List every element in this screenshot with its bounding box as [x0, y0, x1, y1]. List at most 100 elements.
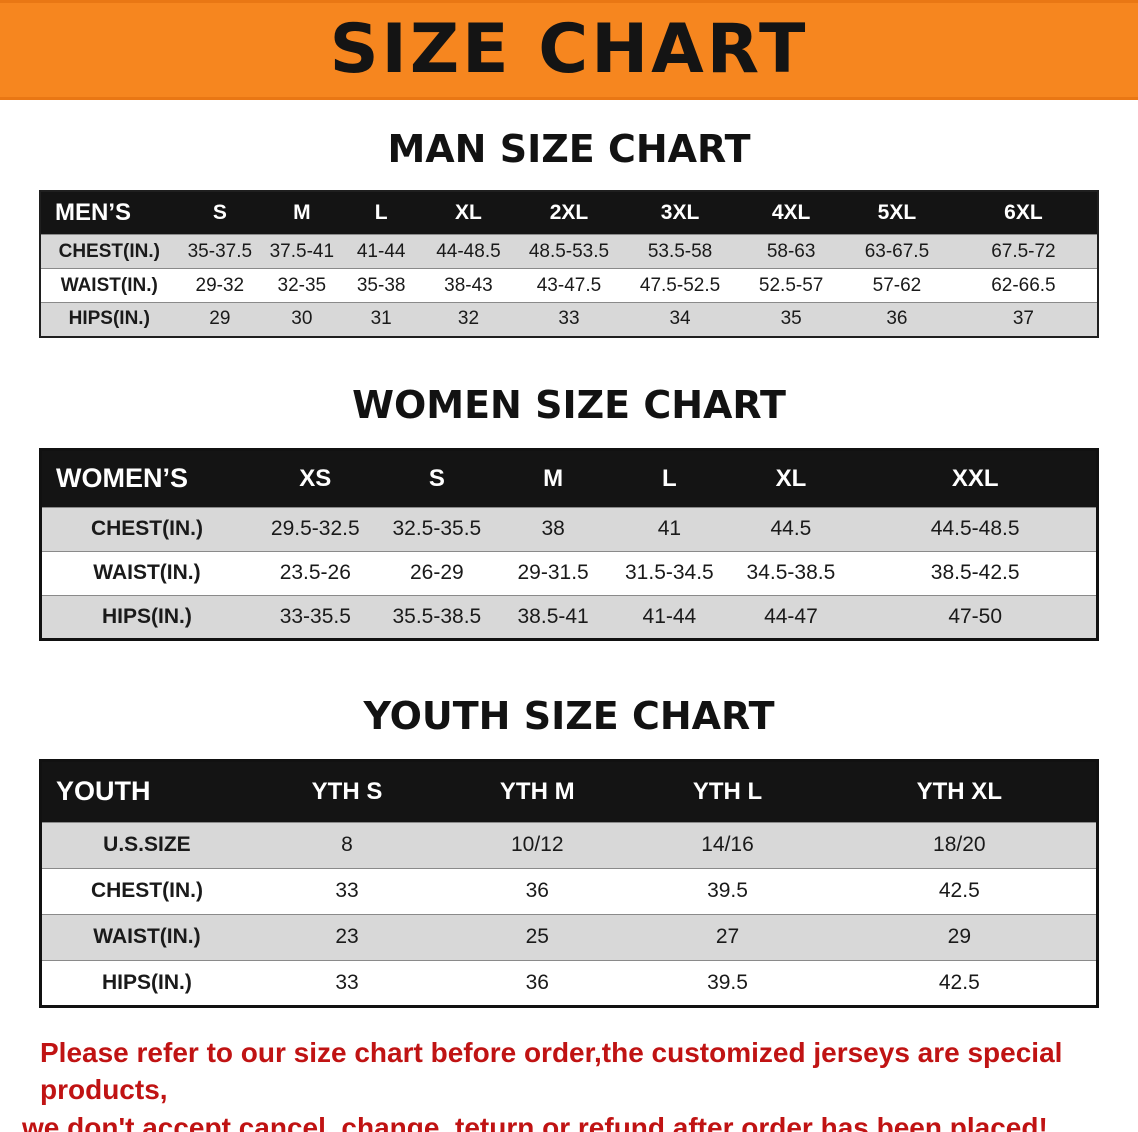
size-value-cell: 44-48.5 — [420, 234, 517, 269]
size-value-cell: 34 — [621, 302, 739, 337]
size-value-cell: 41-44 — [341, 234, 421, 269]
table-row: HIPS(IN.) 33 36 39.5 42.5 — [40, 959, 1098, 1006]
size-value-cell: 44.5 — [727, 506, 855, 551]
size-value-cell: 29-31.5 — [494, 550, 612, 595]
youth-header-row: YOUTH YTH S YTH M YTH L YTH XL — [40, 760, 1098, 822]
size-value-cell: 31.5-34.5 — [611, 550, 728, 595]
men-size-table: MEN’S S M L XL 2XL 3XL 4XL 5XL 6XL CHEST(IN.) 35-3… — [39, 190, 1099, 338]
size-column-header: 5XL — [844, 191, 950, 235]
size-value-cell: 31 — [341, 302, 421, 337]
size-value-cell: 44.5-48.5 — [854, 506, 1098, 551]
size-value-cell: 26-29 — [378, 550, 495, 595]
size-value-cell: 39.5 — [632, 959, 823, 1006]
size-column-header: 4XL — [738, 191, 845, 235]
size-value-cell: 38 — [494, 506, 612, 551]
size-value-cell: 35 — [738, 302, 845, 337]
size-value-cell: 32.5-35.5 — [378, 506, 495, 551]
men-section-heading: MAN SIZE CHART — [387, 127, 751, 171]
size-value-cell: 63-67.5 — [844, 234, 950, 269]
row-label: WAIST(IN.) — [40, 268, 178, 303]
footer-note-line-1: Please refer to our size chart before or… — [40, 1036, 1063, 1106]
row-label: HIPS(IN.) — [40, 302, 178, 337]
table-row: WAIST(IN.) 23.5-26 26-29 29-31.5 31.5-34.5 34… — [40, 550, 1098, 595]
size-value-cell: 34.5-38.5 — [727, 550, 855, 595]
page-title: SIZE CHART — [329, 10, 809, 89]
row-label: CHEST(IN.) — [40, 234, 178, 269]
size-value-cell: 53.5-58 — [621, 234, 739, 269]
men-header-row: MEN’S S M L XL 2XL 3XL 4XL 5XL 6XL — [40, 191, 1098, 235]
size-value-cell: 29.5-32.5 — [251, 506, 379, 551]
size-value-cell: 33 — [516, 302, 622, 337]
table-row: WAIST(IN.) 23 25 27 29 — [40, 913, 1098, 960]
size-value-cell: 47.5-52.5 — [621, 268, 739, 303]
size-value-cell: 35-38 — [341, 268, 421, 303]
size-value-cell: 35.5-38.5 — [378, 594, 495, 639]
footer-note: Please refer to our size chart before or… — [0, 1034, 1138, 1132]
size-value-cell: 8 — [251, 821, 443, 868]
size-value-cell: 18/20 — [822, 821, 1098, 868]
size-value-cell: 47-50 — [854, 594, 1098, 639]
size-value-cell: 32-35 — [262, 268, 342, 303]
size-value-cell: 57-62 — [844, 268, 950, 303]
youth-size-table: YOUTH YTH S YTH M YTH L YTH XL U.S.SIZE 8 10/1… — [39, 758, 1099, 1008]
size-value-cell: 29 — [822, 913, 1098, 960]
size-value-cell: 41 — [611, 506, 728, 551]
size-value-cell: 36 — [844, 302, 950, 337]
size-value-cell: 42.5 — [822, 959, 1098, 1006]
row-label: WAIST(IN.) — [40, 550, 252, 595]
women-header-row: WOMEN’S XS S M L XL XXL — [40, 449, 1098, 507]
table-row: CHEST(IN.) 35-37.5 37.5-41 41-44 44-48.5 48.5… — [40, 234, 1098, 269]
size-value-cell: 33-35.5 — [251, 594, 379, 639]
size-value-cell: 27 — [632, 913, 823, 960]
row-label: CHEST(IN.) — [40, 506, 252, 551]
size-column-header: XL — [727, 449, 855, 507]
size-column-header: YTH L — [632, 760, 823, 822]
size-value-cell: 36 — [442, 959, 633, 1006]
size-value-cell: 43-47.5 — [516, 268, 622, 303]
size-value-cell: 33 — [251, 959, 443, 1006]
size-column-header: M — [262, 191, 342, 235]
footer-note-line-2: we don't accept cancel, change, teturn o… — [22, 1112, 1048, 1132]
size-value-cell: 29-32 — [177, 268, 263, 303]
row-label: WAIST(IN.) — [40, 913, 252, 960]
size-column-header: YTH M — [442, 760, 633, 822]
size-value-cell: 67.5-72 — [949, 234, 1098, 269]
size-value-cell: 30 — [262, 302, 342, 337]
size-value-cell: 44-47 — [727, 594, 855, 639]
size-value-cell: 23.5-26 — [251, 550, 379, 595]
size-value-cell: 38.5-41 — [494, 594, 612, 639]
size-column-header: 2XL — [516, 191, 622, 235]
table-label-header: YOUTH — [40, 760, 252, 822]
youth-section-heading: YOUTH SIZE CHART — [363, 693, 775, 738]
size-column-header: XXL — [854, 449, 1098, 507]
women-size-table: WOMEN’S XS S M L XL XXL CHEST(IN.) 29.5-32.5 32.… — [39, 447, 1099, 641]
size-column-header: YTH S — [251, 760, 443, 822]
size-column-header: L — [611, 449, 728, 507]
size-column-header: 6XL — [949, 191, 1098, 235]
size-value-cell: 29 — [177, 302, 263, 337]
size-value-cell: 52.5-57 — [738, 268, 845, 303]
size-column-header: L — [341, 191, 421, 235]
size-column-header: S — [177, 191, 263, 235]
table-row: HIPS(IN.) 33-35.5 35.5-38.5 38.5-41 41-44 44-… — [40, 594, 1098, 639]
size-value-cell: 39.5 — [632, 867, 823, 914]
size-value-cell: 36 — [442, 867, 633, 914]
size-value-cell: 38-43 — [420, 268, 517, 303]
size-value-cell: 23 — [251, 913, 443, 960]
size-value-cell: 35-37.5 — [177, 234, 263, 269]
table-row: CHEST(IN.) 33 36 39.5 42.5 — [40, 867, 1098, 914]
row-label: HIPS(IN.) — [40, 959, 252, 1006]
size-value-cell: 14/16 — [632, 821, 823, 868]
banner: SIZE CHART — [0, 0, 1138, 100]
size-value-cell: 58-63 — [738, 234, 845, 269]
size-value-cell: 41-44 — [611, 594, 728, 639]
table-row: WAIST(IN.) 29-32 32-35 35-38 38-43 43-47.5 47.… — [40, 268, 1098, 303]
table-row: CHEST(IN.) 29.5-32.5 32.5-35.5 38 41 44.5 44.5… — [40, 506, 1098, 551]
size-value-cell: 33 — [251, 867, 443, 914]
size-value-cell: 42.5 — [822, 867, 1098, 914]
row-label: CHEST(IN.) — [40, 867, 252, 914]
size-value-cell: 10/12 — [442, 821, 633, 868]
size-value-cell: 38.5-42.5 — [854, 550, 1098, 595]
row-label: U.S.SIZE — [40, 821, 252, 868]
